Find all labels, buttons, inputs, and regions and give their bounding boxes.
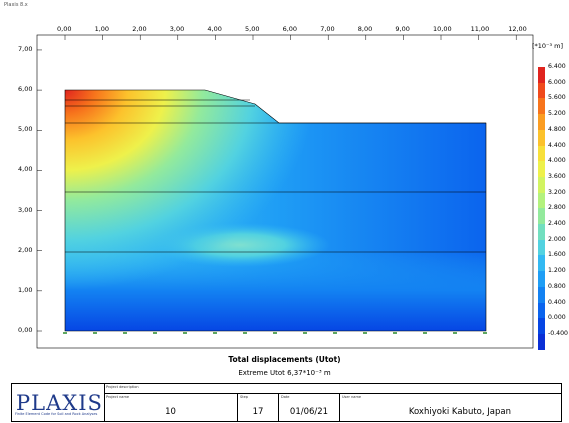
x-tick-label: 7,00	[320, 25, 335, 33]
date-value: 01/06/21	[289, 407, 329, 417]
legend-swatch	[538, 286, 545, 303]
x-tick-label: 2,00	[132, 25, 147, 33]
legend-swatch	[538, 224, 545, 241]
user-cell: User name Koxhiyoki Kabuto, Japan	[340, 394, 561, 421]
legend-value: 4.400	[548, 141, 566, 149]
legend-value: 5.600	[548, 94, 566, 102]
x-tick-label: 1,00	[94, 25, 110, 33]
legend-swatch	[538, 333, 545, 351]
legend-swatch	[538, 176, 545, 194]
plaxis-logo: PLAXIS Finite Element Code for Soil and …	[12, 384, 105, 421]
logo-subtitle: Finite Element Code for Soil and Rock An…	[15, 412, 98, 416]
legend-swatch	[538, 318, 545, 335]
x-tick-label: 11,00	[470, 25, 490, 33]
step-label: Step	[240, 395, 248, 399]
legend-value: 1.200	[548, 267, 566, 275]
legend-value: 1.600	[548, 251, 566, 259]
project-description-row: Project description	[104, 384, 561, 394]
displacement-plot	[36, 34, 534, 349]
legend-unit: [*10⁻³ m]	[532, 42, 564, 50]
y-tick-label: 2,00	[18, 245, 33, 254]
legend-value: 4.000	[548, 157, 566, 165]
legend-value: 2.000	[548, 235, 566, 243]
logo-text: PLAXIS	[16, 391, 103, 415]
x-tick-label: 12,00	[508, 25, 527, 33]
x-tick-label: 6,00	[282, 25, 298, 33]
project-name-value: 10	[165, 407, 176, 417]
user-label: User name	[342, 395, 362, 399]
window-title: Plaxis 8.x	[4, 2, 28, 8]
x-tick-label: 5,00	[245, 25, 260, 33]
title-block: PLAXIS Finite Element Code for Soil and …	[11, 383, 562, 422]
date-cell: Date 01/06/21	[279, 394, 340, 421]
legend-swatch	[538, 239, 545, 256]
legend-value: 0.000	[548, 314, 566, 322]
legend-value: 6.400	[548, 63, 566, 70]
legend-swatch	[538, 208, 545, 225]
legend-value: 5.200	[548, 110, 566, 118]
y-tick-label: 4,00	[18, 165, 33, 174]
legend-swatch	[538, 271, 545, 288]
step-value: 17	[252, 407, 264, 417]
x-tick-label: 3,00	[169, 25, 185, 33]
legend-swatch	[538, 192, 545, 209]
legend-value: 0.400	[548, 298, 566, 306]
legend-swatch	[538, 302, 545, 319]
project-name-cell: Project name 10	[104, 394, 238, 421]
legend-swatch	[538, 161, 545, 178]
legend-swatch	[538, 98, 545, 115]
step-cell: Step 17	[238, 394, 279, 421]
legend-value: -0.400	[548, 329, 568, 337]
legend-swatch	[538, 255, 545, 272]
legend-value: 2.800	[548, 204, 566, 212]
x-tick-label: 4,00	[207, 25, 222, 33]
legend-value: 3.600	[548, 172, 566, 180]
extreme-value: Extreme Utot 6,37*10⁻³ m	[238, 369, 331, 377]
y-tick-label: 3,00	[18, 205, 33, 214]
x-tick-label: 10,00	[433, 25, 452, 33]
y-tick-label: 6,00	[18, 85, 33, 94]
y-tick-label: 7,00	[18, 44, 33, 53]
project-description-label: Project description	[106, 385, 139, 389]
user-value: Koxhiyoki Kabuto, Japan	[408, 407, 511, 417]
date-label: Date	[281, 395, 290, 399]
y-tick-label: 0,00	[18, 326, 33, 334]
y-tick-label: 1,00	[18, 285, 33, 294]
legend-value: 0.800	[548, 282, 566, 290]
x-tick-label: 8,00	[357, 25, 373, 33]
y-tick-label: 5,00	[18, 125, 33, 134]
legend-swatch	[538, 82, 545, 99]
x-tick-label: 9,00	[395, 25, 410, 33]
legend-swatch	[538, 145, 545, 162]
project-name-label: Project name	[106, 395, 130, 399]
legend-value: 3.200	[548, 188, 566, 196]
plot-title: Total displacements (Utot)	[228, 355, 341, 364]
legend-value: 4.800	[548, 125, 566, 133]
legend-swatch	[538, 67, 545, 84]
legend-swatch	[538, 129, 545, 146]
legend-swatch	[538, 114, 545, 131]
legend-value: 6.000	[548, 78, 566, 86]
legend-value: 2.400	[548, 220, 566, 227]
x-tick-label: 0,00	[57, 25, 72, 33]
